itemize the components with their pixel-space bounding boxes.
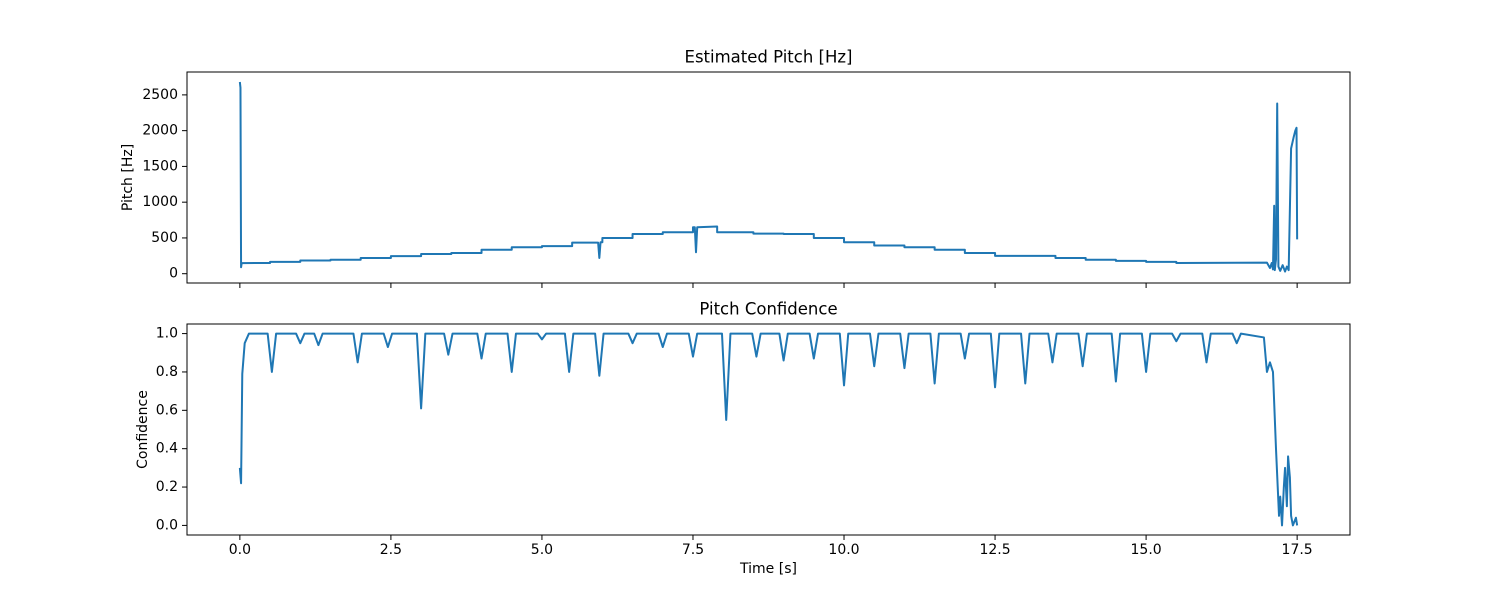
x-tick-label: 5.0: [531, 542, 553, 558]
axes-frame: [186, 71, 1351, 284]
x-tick-label: 2.5: [380, 542, 402, 558]
y-tick-label: 0.6: [156, 402, 178, 418]
y-axis-label: Pitch [Hz]: [120, 144, 136, 211]
x-tick-label: 10.0: [828, 542, 859, 558]
x-axis-label: Time [s]: [739, 561, 797, 577]
y-tick-label: 0.0: [156, 517, 178, 533]
x-tick-label: 17.5: [1282, 542, 1313, 558]
x-tick-label: 7.5: [682, 542, 704, 558]
x-tick-label: 15.0: [1131, 542, 1162, 558]
axes-title: Pitch Confidence: [699, 300, 837, 319]
y-tick-label: 0.4: [156, 441, 178, 457]
y-axis-label: Confidence: [135, 390, 151, 469]
y-tick-label: 0.8: [156, 364, 178, 380]
y-tick-label: 1500: [142, 158, 178, 174]
data-line: [238, 332, 1299, 527]
y-tick-label: 1.0: [156, 326, 178, 342]
y-tick-label: 2500: [142, 87, 178, 103]
x-tick-label: 12.5: [979, 542, 1010, 558]
data-line: [238, 81, 1299, 273]
x-tick-label: 0.0: [229, 542, 251, 558]
y-tick-label: 0: [169, 266, 178, 282]
y-tick-label: 500: [151, 230, 178, 246]
axes-frame: [186, 323, 1351, 536]
y-tick-label: 2000: [142, 123, 178, 139]
axes-title: Estimated Pitch [Hz]: [685, 48, 853, 67]
y-tick-label: 1000: [142, 194, 178, 210]
y-tick-label: 0.2: [156, 479, 178, 495]
